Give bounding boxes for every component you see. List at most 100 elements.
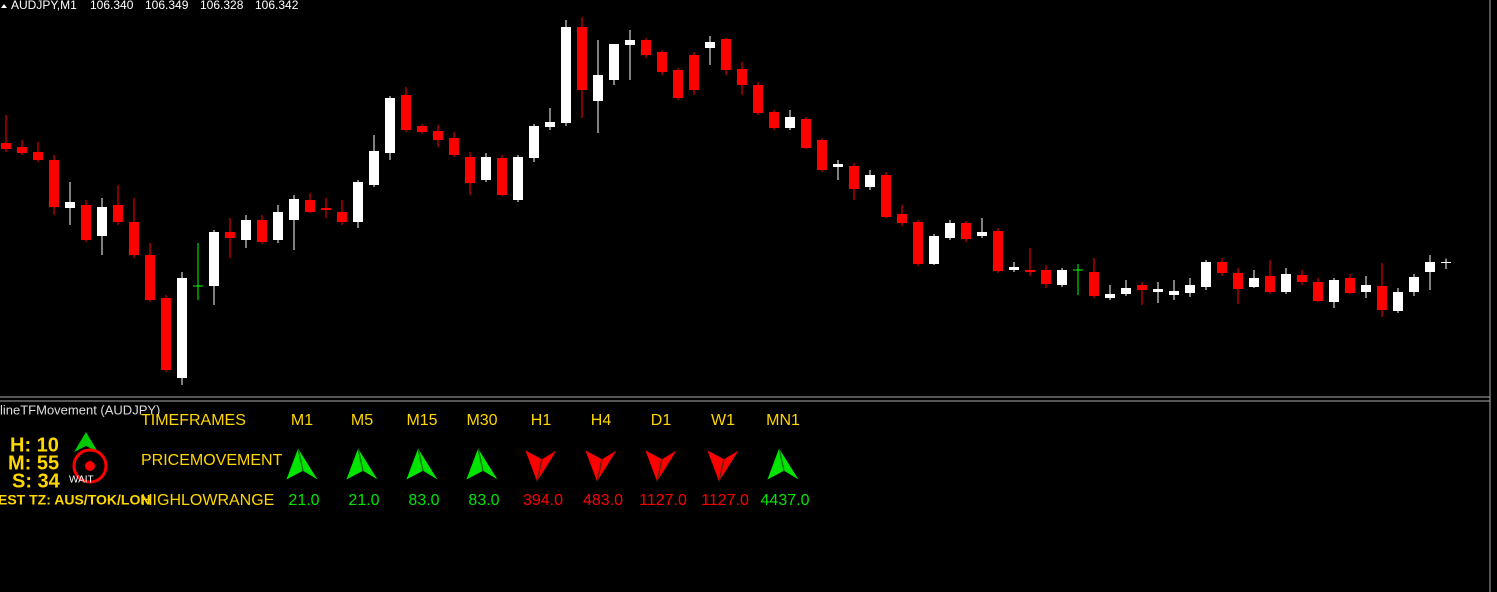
candle-body: [49, 160, 59, 207]
timezone: EST TZ: AUS/TOK/LON: [0, 492, 150, 508]
candle-body: [721, 39, 731, 70]
candle-body: [1137, 285, 1147, 290]
clock-minutes: M: 55: [8, 452, 59, 474]
candle-body: [1313, 282, 1323, 301]
candle-body: [81, 205, 91, 240]
indicator-title: lineTFMovement (AUDJPY): [0, 402, 160, 417]
candle-body: [257, 220, 267, 242]
signal-dot: [85, 461, 95, 471]
timeframe-name: H4: [591, 412, 612, 429]
candle-body: [657, 52, 667, 72]
candle-body: [1169, 291, 1179, 295]
movement-arrow-edge: [656, 458, 663, 483]
quote-value: 106.349: [145, 0, 189, 12]
candle-body: [1201, 262, 1211, 287]
candle-body: [33, 152, 43, 160]
candle-body: [1345, 278, 1355, 293]
candle-body: [433, 131, 443, 140]
candle-body: [273, 212, 283, 240]
timeframe-table: M1 21.0 M5 21.0 M15 83.0 M30 83.0 H1 394.0 H4 483.0…: [285, 412, 810, 509]
timeframe-name: W1: [711, 412, 735, 429]
header-icon: [1, 4, 7, 8]
candle-body: [305, 200, 315, 212]
candle-body: [545, 122, 555, 127]
candle-body: [97, 207, 107, 236]
candle-body: [1041, 270, 1051, 284]
range-value: 1127.0: [639, 492, 687, 509]
candle-body: [1057, 270, 1067, 285]
candle-body: [1265, 276, 1275, 292]
candles: [1, 17, 1451, 385]
candle-body: [913, 222, 923, 264]
candle-body: [449, 138, 459, 155]
candle-body: [785, 117, 795, 128]
candle-body: [113, 205, 123, 222]
range-value: 483.0: [583, 492, 623, 509]
candle-body: [1, 143, 11, 149]
candle-body: [385, 98, 395, 153]
range-value: 4437.0: [761, 492, 810, 509]
candle-body: [289, 199, 299, 220]
range-value: 394.0: [523, 492, 563, 509]
candle-body: [401, 95, 411, 130]
candle-body: [977, 232, 987, 236]
candle-body: [1025, 270, 1035, 272]
candle-body: [1329, 280, 1339, 302]
row-label: TIMEFRAMES: [141, 412, 246, 429]
candle-body: [1281, 274, 1291, 292]
candle-body: [753, 85, 763, 113]
candle-body: [225, 232, 235, 238]
candle-body: [1089, 272, 1099, 296]
candle-body: [833, 164, 843, 167]
row-label: HIGHLOWRANGE: [141, 492, 274, 509]
movement-arrow-edge: [357, 447, 364, 472]
candle-body: [65, 202, 75, 208]
candle-body: [1361, 285, 1371, 292]
candle-body: [417, 126, 427, 132]
timeframe-name: M1: [291, 412, 313, 429]
candle-body: [801, 119, 811, 148]
symbol: AUDJPY,M1: [11, 0, 77, 12]
clock-seconds: S: 34: [12, 470, 61, 492]
candle-body: [1297, 275, 1307, 282]
candle-body: [625, 40, 635, 45]
candle-body: [337, 212, 347, 222]
candle-body: [1009, 267, 1019, 270]
candle-body: [17, 147, 27, 153]
candle-body: [1153, 289, 1163, 292]
candle-body: [865, 175, 875, 187]
timeframe-name: M30: [466, 412, 497, 429]
movement-arrow-edge: [536, 458, 543, 483]
candle-body: [993, 231, 1003, 271]
row-label: PRICEMOVEMENT: [141, 452, 283, 469]
timeframe-name: D1: [651, 412, 672, 429]
candle-body: [1393, 292, 1403, 311]
candle-body: [849, 166, 859, 189]
candle-body: [1425, 262, 1435, 272]
candle-body: [241, 220, 251, 240]
candle-body: [1409, 277, 1419, 292]
candle-body: [353, 182, 363, 222]
candle-body: [145, 255, 155, 300]
movement-arrow-edge: [778, 447, 785, 472]
timeframe-name: MN1: [766, 412, 800, 429]
range-value: 21.0: [348, 492, 379, 509]
quote-value: 106.340: [90, 0, 134, 12]
range-value: 83.0: [408, 492, 439, 509]
signal-arrow: [74, 432, 98, 452]
candle-body: [513, 157, 523, 200]
candle-body: [1185, 285, 1195, 293]
candle-body: [1377, 286, 1387, 310]
candle-body: [1249, 278, 1259, 287]
candle-body: [1233, 273, 1243, 289]
candle-body: [817, 140, 827, 170]
candle-body: [705, 42, 715, 48]
candle-body: [481, 157, 491, 180]
candle-body: [1121, 288, 1131, 294]
candle-body: [529, 126, 539, 158]
candle-body: [561, 27, 571, 123]
movement-arrow-edge: [477, 447, 484, 472]
timeframe-name: H1: [531, 412, 552, 429]
